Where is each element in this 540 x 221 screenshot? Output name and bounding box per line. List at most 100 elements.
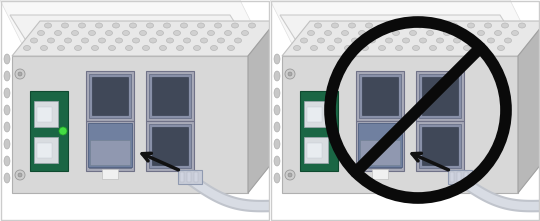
Circle shape: [288, 72, 292, 76]
Polygon shape: [0, 0, 265, 50]
Bar: [304, 101, 328, 127]
Ellipse shape: [159, 46, 166, 51]
Ellipse shape: [348, 23, 355, 28]
Ellipse shape: [318, 38, 325, 43]
Ellipse shape: [409, 30, 416, 36]
Ellipse shape: [24, 46, 30, 51]
Ellipse shape: [400, 23, 407, 28]
Circle shape: [285, 69, 295, 79]
Bar: [86, 121, 134, 171]
Bar: [90, 140, 130, 165]
Ellipse shape: [75, 46, 82, 51]
Bar: [359, 124, 401, 168]
Polygon shape: [248, 21, 276, 193]
Bar: [416, 121, 464, 171]
Ellipse shape: [198, 23, 205, 28]
Ellipse shape: [325, 30, 332, 36]
Polygon shape: [518, 21, 540, 193]
Ellipse shape: [488, 38, 495, 43]
Bar: [146, 121, 194, 171]
Ellipse shape: [123, 30, 130, 36]
Ellipse shape: [386, 38, 393, 43]
Bar: [88, 123, 132, 167]
Bar: [419, 74, 461, 118]
Circle shape: [329, 127, 337, 135]
Ellipse shape: [274, 173, 280, 183]
Circle shape: [15, 69, 25, 79]
Ellipse shape: [274, 105, 280, 115]
Ellipse shape: [4, 88, 10, 98]
Ellipse shape: [504, 38, 511, 43]
Ellipse shape: [481, 46, 488, 51]
Ellipse shape: [416, 23, 423, 28]
Polygon shape: [280, 15, 525, 55]
Ellipse shape: [4, 173, 10, 183]
Ellipse shape: [241, 30, 248, 36]
Bar: [304, 137, 328, 163]
Bar: [448, 170, 472, 184]
Ellipse shape: [497, 46, 504, 51]
Circle shape: [18, 72, 22, 76]
Ellipse shape: [274, 54, 280, 64]
Ellipse shape: [177, 46, 184, 51]
Ellipse shape: [352, 38, 359, 43]
Ellipse shape: [227, 46, 234, 51]
Ellipse shape: [62, 23, 69, 28]
Ellipse shape: [450, 23, 457, 28]
Ellipse shape: [40, 46, 48, 51]
Bar: [180, 172, 184, 182]
Ellipse shape: [30, 38, 37, 43]
Bar: [86, 71, 134, 121]
Bar: [92, 77, 128, 115]
Ellipse shape: [164, 23, 171, 28]
Ellipse shape: [82, 38, 89, 43]
Ellipse shape: [436, 38, 443, 43]
Ellipse shape: [274, 71, 280, 81]
Ellipse shape: [443, 30, 450, 36]
Bar: [457, 172, 461, 182]
Ellipse shape: [454, 38, 461, 43]
Ellipse shape: [518, 23, 525, 28]
Ellipse shape: [429, 46, 436, 51]
Polygon shape: [270, 0, 535, 50]
Bar: [372, 169, 388, 179]
Ellipse shape: [420, 38, 427, 43]
Ellipse shape: [116, 38, 123, 43]
Ellipse shape: [71, 30, 78, 36]
Ellipse shape: [413, 46, 420, 51]
Ellipse shape: [112, 23, 119, 28]
Circle shape: [18, 173, 22, 177]
Ellipse shape: [98, 38, 105, 43]
Ellipse shape: [4, 156, 10, 166]
Bar: [89, 74, 131, 118]
Bar: [89, 124, 131, 168]
Bar: [92, 127, 128, 165]
Bar: [282, 56, 518, 193]
Ellipse shape: [248, 23, 255, 28]
Bar: [37, 143, 52, 158]
Bar: [149, 124, 191, 168]
Ellipse shape: [274, 156, 280, 166]
Ellipse shape: [48, 38, 55, 43]
Bar: [178, 170, 202, 184]
Ellipse shape: [4, 71, 10, 81]
Circle shape: [15, 170, 25, 180]
Ellipse shape: [211, 46, 218, 51]
Ellipse shape: [218, 38, 225, 43]
Ellipse shape: [307, 30, 314, 36]
Ellipse shape: [4, 54, 10, 64]
Bar: [356, 121, 404, 171]
Ellipse shape: [502, 23, 509, 28]
Ellipse shape: [395, 46, 402, 51]
Bar: [37, 107, 52, 122]
Ellipse shape: [78, 23, 85, 28]
Ellipse shape: [225, 30, 232, 36]
Bar: [187, 172, 191, 182]
Ellipse shape: [173, 30, 180, 36]
Ellipse shape: [157, 30, 164, 36]
Ellipse shape: [341, 30, 348, 36]
Ellipse shape: [382, 23, 389, 28]
Ellipse shape: [4, 105, 10, 115]
Ellipse shape: [89, 30, 96, 36]
Ellipse shape: [402, 38, 409, 43]
